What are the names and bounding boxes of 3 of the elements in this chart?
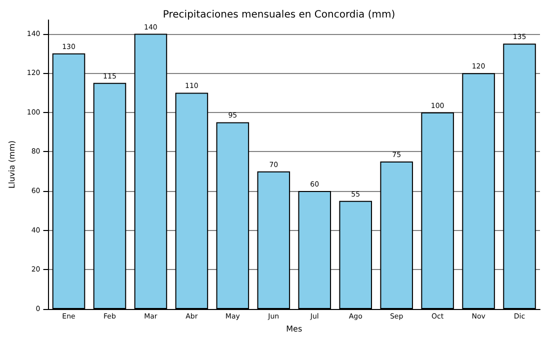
y-axis-title: Lluvia (mm) [8, 140, 16, 188]
chart-title: Precipitaciones mensuales en Concordia (mm) [162, 10, 396, 20]
x-axis-title: Mes [286, 324, 302, 334]
